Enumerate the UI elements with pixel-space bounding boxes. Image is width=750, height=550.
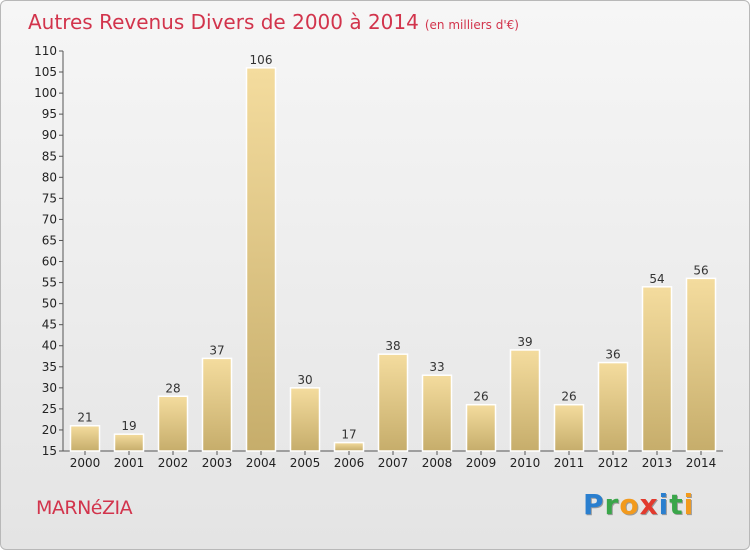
logo-letter: i: [683, 488, 695, 521]
bar-value-label: 28: [165, 381, 180, 395]
y-tick-label: 40: [42, 339, 57, 353]
bar-value-label: 26: [561, 390, 576, 404]
logo-letter: o: [619, 488, 640, 521]
y-tick-label: 80: [42, 170, 57, 184]
x-tick-label: 2005: [290, 456, 321, 470]
bar-value-label: 19: [121, 419, 136, 433]
y-tick-label: 50: [42, 297, 57, 311]
x-tick-label: 2010: [510, 456, 541, 470]
y-tick-label: 25: [42, 402, 57, 416]
bar: [201, 357, 233, 452]
x-tick-label: 2000: [70, 456, 101, 470]
bar: [421, 374, 453, 452]
x-tick-label: 2003: [202, 456, 233, 470]
x-tick-label: 2011: [554, 456, 585, 470]
bar: [245, 67, 277, 452]
y-tick-label: 20: [42, 423, 57, 437]
bar: [465, 403, 497, 452]
bar: [509, 349, 541, 452]
bar-value-label: 37: [209, 343, 224, 357]
x-tick-label: 2007: [378, 456, 409, 470]
chart-title-text: Autres Revenus Divers de 2000 à 2014: [28, 10, 419, 34]
bar-value-label: 106: [250, 53, 273, 67]
logo-letter: x: [639, 488, 659, 521]
bar: [69, 424, 101, 452]
y-tick-label: 70: [42, 212, 57, 226]
x-tick-label: 2004: [246, 456, 277, 470]
y-tick-label: 100: [34, 86, 57, 100]
logo-letter: i: [658, 488, 670, 521]
bar: [553, 403, 585, 452]
y-tick-label: 105: [34, 65, 57, 79]
y-tick-label: 75: [42, 191, 57, 205]
y-tick-label: 85: [42, 149, 57, 163]
bar-value-label: 54: [649, 272, 664, 286]
bar: [685, 277, 717, 452]
bar-value-label: 36: [605, 348, 620, 362]
y-tick-label: 15: [42, 444, 57, 458]
logo-letter: r: [604, 488, 620, 521]
x-tick-label: 2006: [334, 456, 365, 470]
commune-name: MARNéZIA: [36, 497, 133, 519]
y-tick-label: 45: [42, 318, 57, 332]
bar-value-label: 30: [297, 373, 312, 387]
bar: [597, 361, 629, 452]
y-tick-label: 110: [34, 44, 57, 58]
bar: [157, 395, 189, 452]
x-tick-label: 2012: [598, 456, 629, 470]
y-tick-label: 95: [42, 107, 57, 121]
plot-area: 15 20 25 30 35 40 45 50 55 60 65 70 75 80 85 90 95 100 105…: [34, 44, 723, 470]
bar-value-label: 56: [693, 263, 708, 277]
y-tick-label: 55: [42, 276, 57, 290]
bar-value-label: 33: [429, 360, 444, 374]
y-tick-label: 35: [42, 360, 57, 374]
bar-value-label: 21: [77, 411, 92, 425]
logo-letter: t: [669, 488, 684, 521]
bar: [641, 286, 673, 452]
bar-value-label: 39: [517, 335, 532, 349]
bar: [289, 387, 321, 452]
bar-value-label: 26: [473, 390, 488, 404]
bar: [333, 441, 365, 452]
bar-value-label: 17: [341, 428, 356, 442]
x-tick-label: 2001: [114, 456, 145, 470]
chart-title: Autres Revenus Divers de 2000 à 2014 (en …: [28, 10, 519, 34]
bar: [113, 433, 145, 452]
x-tick-label: 2002: [158, 456, 189, 470]
bar: [377, 353, 409, 452]
chart-subtitle: (en milliers d'€): [424, 18, 519, 32]
proxiti-logo[interactable]: Proxiti: [583, 488, 694, 521]
y-tick-label: 65: [42, 233, 57, 247]
y-tick-label: 90: [42, 128, 57, 142]
x-tick-label: 2014: [686, 456, 717, 470]
x-tick-label: 2009: [466, 456, 497, 470]
bar-value-label: 38: [385, 339, 400, 353]
y-tick-label: 60: [42, 255, 57, 269]
logo-letter: P: [583, 488, 605, 521]
x-tick-label: 2008: [422, 456, 453, 470]
y-tick-label: 30: [42, 381, 57, 395]
x-tick-label: 2013: [642, 456, 673, 470]
